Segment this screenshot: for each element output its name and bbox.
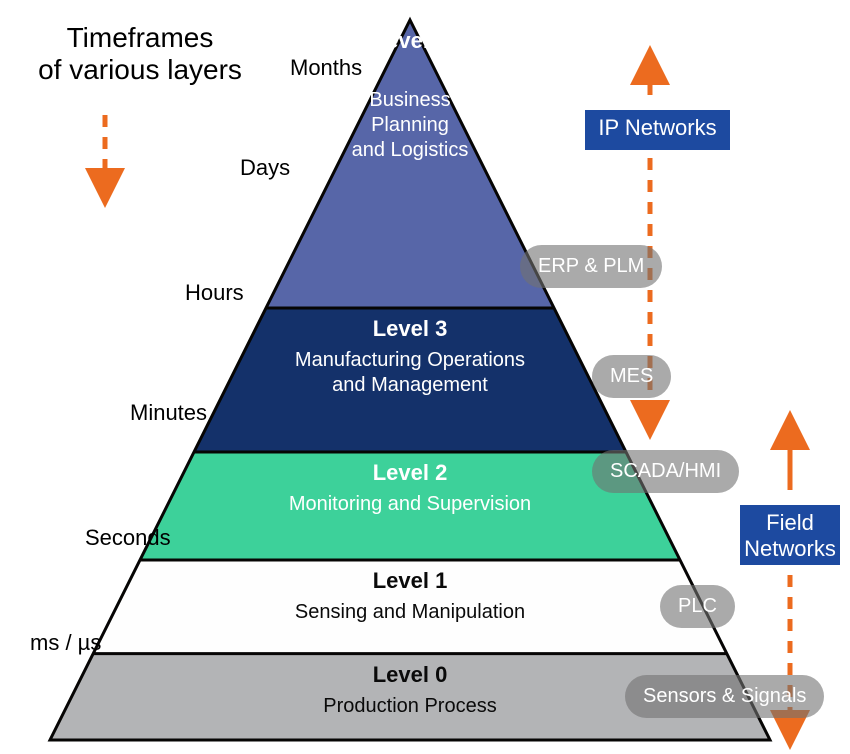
tf-days: Days	[240, 155, 290, 181]
net-ip-label: IP Networks	[585, 115, 730, 141]
level-title-l3: Level 3	[373, 316, 448, 342]
pill-erp: ERP & PLM	[520, 245, 662, 288]
level-desc-l4: BusinessPlanningand Logistics	[352, 88, 469, 163]
level-title-l1: Level 1	[373, 568, 448, 594]
title-text: Timeframesof various layers	[38, 22, 242, 85]
level-desc-l1: Sensing and Manipulation	[295, 600, 525, 625]
tf-minutes: Minutes	[130, 400, 207, 426]
pill-plc: PLC	[660, 585, 735, 628]
net-field-label: FieldNetworks	[740, 510, 840, 562]
pill-sensors: Sensors & Signals	[625, 675, 824, 718]
tf-hours: Hours	[185, 280, 244, 306]
level-title-l2: Level 2	[373, 460, 448, 486]
level-desc-l3: Manufacturing Operationsand Management	[295, 348, 525, 398]
level-title-l4: Level 4	[373, 28, 448, 54]
tf-seconds: Seconds	[85, 525, 171, 551]
pill-scada: SCADA/HMI	[592, 450, 739, 493]
level-desc-l2: Monitoring and Supervision	[289, 492, 531, 517]
level-title-l0: Level 0	[373, 662, 448, 688]
level-desc-l0: Production Process	[323, 694, 496, 719]
pill-mes: MES	[592, 355, 671, 398]
title-timeframes: Timeframesof various layers	[10, 22, 270, 86]
tf-months: Months	[290, 55, 362, 81]
tf-msus: ms / µs	[30, 630, 101, 656]
